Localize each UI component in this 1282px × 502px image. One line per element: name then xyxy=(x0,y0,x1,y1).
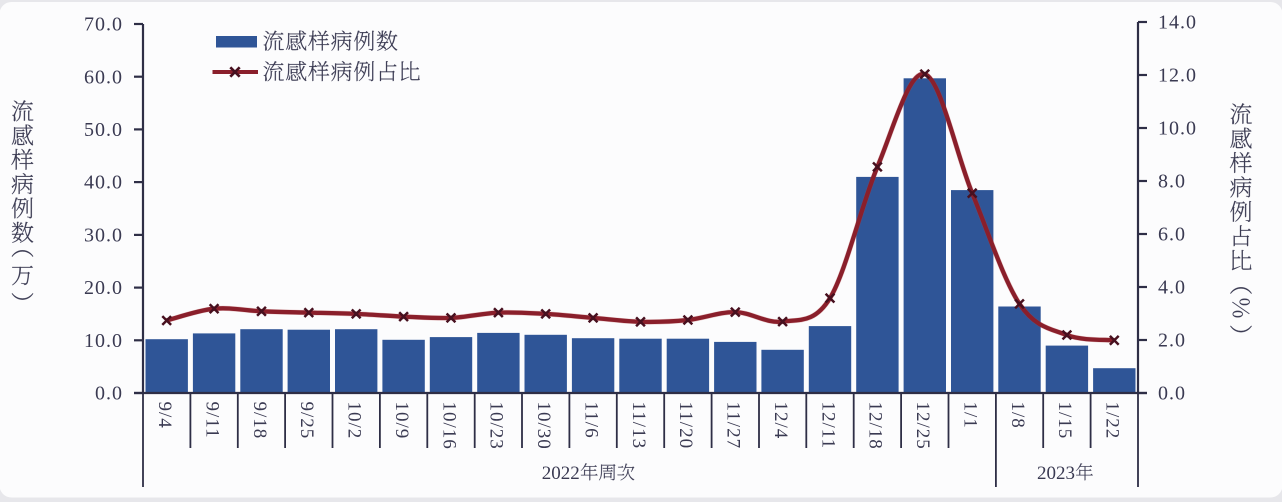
svg-text:11/20: 11/20 xyxy=(675,402,696,450)
svg-text:10/2: 10/2 xyxy=(344,402,365,440)
svg-text:14.0: 14.0 xyxy=(1158,12,1197,34)
svg-text:11/6: 11/6 xyxy=(580,402,601,439)
svg-text:12.0: 12.0 xyxy=(1158,65,1197,87)
svg-text:4.0: 4.0 xyxy=(1158,277,1186,299)
svg-text:60.0: 60.0 xyxy=(84,66,123,88)
svg-text:1/15: 1/15 xyxy=(1054,402,1075,440)
svg-text:10/30: 10/30 xyxy=(533,402,554,450)
svg-text:9/4: 9/4 xyxy=(154,402,175,429)
svg-text:10/23: 10/23 xyxy=(486,402,507,450)
svg-text:11/27: 11/27 xyxy=(723,402,744,450)
svg-text:70.0: 70.0 xyxy=(84,14,123,36)
svg-text:30.0: 30.0 xyxy=(84,225,123,247)
svg-text:40.0: 40.0 xyxy=(84,172,123,194)
svg-text:8.0: 8.0 xyxy=(1158,171,1186,193)
svg-text:1/22: 1/22 xyxy=(1102,402,1123,440)
svg-text:11/13: 11/13 xyxy=(628,402,649,450)
svg-text:0.0: 0.0 xyxy=(1158,383,1186,405)
svg-text:9/18: 9/18 xyxy=(249,402,270,440)
svg-text:50.0: 50.0 xyxy=(84,119,123,141)
svg-text:10.0: 10.0 xyxy=(84,330,123,352)
svg-text:2.0: 2.0 xyxy=(1158,330,1186,352)
svg-text:2022: 2022 xyxy=(542,463,580,484)
svg-text:12/11: 12/11 xyxy=(817,402,838,450)
svg-text:10.0: 10.0 xyxy=(1158,118,1197,140)
svg-text:10/9: 10/9 xyxy=(391,402,412,440)
svg-text:10/16: 10/16 xyxy=(438,402,459,450)
svg-text:9/25: 9/25 xyxy=(296,402,317,440)
svg-text:12/18: 12/18 xyxy=(865,402,886,450)
svg-text:12/4: 12/4 xyxy=(770,402,791,440)
svg-text:20.0: 20.0 xyxy=(84,277,123,299)
svg-text:6.0: 6.0 xyxy=(1158,224,1186,246)
svg-text:1/1: 1/1 xyxy=(960,402,981,429)
svg-text:0.0: 0.0 xyxy=(95,383,123,405)
svg-text:12/25: 12/25 xyxy=(912,402,933,450)
svg-text:1/8: 1/8 xyxy=(1007,402,1028,429)
svg-text:2023: 2023 xyxy=(1037,463,1075,484)
svg-text:9/11: 9/11 xyxy=(201,402,222,439)
